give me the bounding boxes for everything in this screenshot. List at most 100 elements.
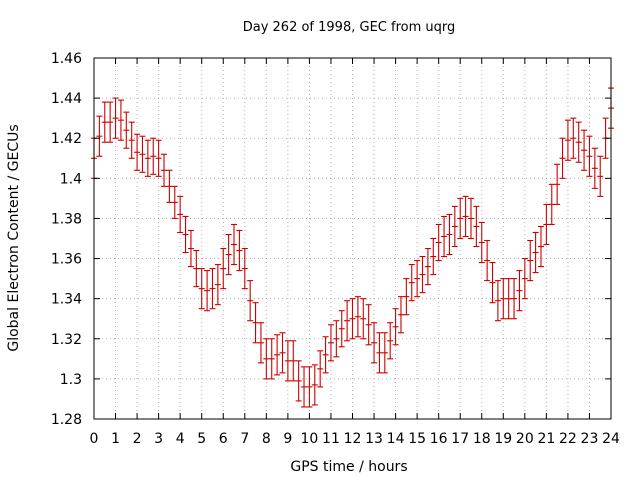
x-tick-label: 5 [197,431,206,447]
x-tick-label: 9 [283,431,292,447]
x-tick-label: 21 [537,431,555,447]
x-tick-label: 16 [430,431,448,447]
error-bar-point [397,296,404,334]
error-bar-point [564,119,571,161]
error-bar-point [231,223,238,266]
x-tick-label: 17 [451,431,469,447]
error-bar-point [112,97,119,139]
x-tick-label: 15 [408,431,426,447]
error-bar-point [516,270,523,312]
error-bar-point [128,121,135,159]
error-bar-point [338,310,345,348]
error-bar-point [441,215,448,258]
error-bar-point [198,268,205,310]
error-bar-point [193,249,200,288]
x-tick-label: 23 [581,431,599,447]
error-bar-point [354,296,361,338]
error-bar-point [117,99,124,141]
error-bar-point [414,260,421,298]
y-tick-label: 1.36 [51,252,82,268]
x-tick-label: 14 [387,431,405,447]
error-bar-point [457,197,464,240]
error-bar-point [381,332,388,374]
error-bar-point [365,304,372,346]
ticks [93,57,612,420]
error-bar-point [586,135,593,177]
error-bar-point [204,270,211,312]
x-tick-label: 3 [154,431,163,447]
error-bar-point [570,117,577,159]
error-bar-point [344,300,351,342]
error-bar-point [155,139,162,177]
error-bar-point [548,183,555,226]
error-bar-point [252,302,259,344]
error-bar-point [408,264,415,302]
error-bar-point [317,350,324,388]
error-bar-point [96,115,103,157]
error-bar-point [392,308,399,346]
y-tick-label: 1.28 [51,412,82,428]
chart-title: Day 262 of 1998, GEC from uqrg [243,20,456,35]
x-tick-label: 8 [262,431,271,447]
error-bar-point [263,338,270,380]
x-tick-label: 7 [240,431,249,447]
x-tick-label: 1 [111,431,120,447]
error-bar-point [139,135,146,173]
error-bar-point [236,229,243,272]
error-bar-point [214,264,221,306]
y-tick-label: 1.46 [51,51,82,67]
error-bar-point [446,213,453,256]
error-bar-point [349,298,356,340]
error-bar-point [268,338,275,380]
error-bar-point [387,322,394,360]
y-tick-labels: 1.28 1.3 1.32 1.34 1.36 1.38 1.4 1.42 1.44 1.46 [51,51,82,428]
x-tick-label: 2 [133,431,142,447]
error-bar-point [371,322,378,364]
error-bar-point [274,334,281,376]
x-axis-label: GPS time / hours [290,459,407,475]
error-bar-point [532,231,539,274]
x-tick-label: 12 [344,431,362,447]
x-tick-label: 10 [301,431,319,447]
error-bar-point [123,111,130,149]
error-bar-point [209,268,216,310]
error-bar-point [543,203,550,246]
error-bar-point [484,239,491,282]
y-tick-label: 1.32 [51,332,82,348]
error-bar-point [376,332,383,374]
error-bar-point [575,121,582,163]
error-bar-point [257,322,264,364]
x-tick-label: 11 [322,431,340,447]
error-bar-point [322,336,329,374]
error-bar-point [166,169,173,203]
x-tick-labels: 0 1 2 3 4 5 6 7 8 9 10 11 12 13 14 15 16 17 18 19 20 21 22 23 24 [90,431,620,447]
x-tick-label: 18 [473,431,491,447]
y-tick-label: 1.42 [51,131,82,147]
error-bar-point [537,225,544,268]
error-bar-point [591,147,598,189]
error-bar-point [306,366,313,408]
error-bar-point [360,298,367,340]
error-bar-point [177,195,184,234]
error-bar-point [311,364,318,406]
y-tick-label: 1.44 [51,91,82,107]
error-bar-point [462,195,469,238]
x-tick-label: 13 [365,431,383,447]
error-bar-point [559,137,566,179]
error-bar-point [107,101,114,143]
error-bar-point [333,320,340,358]
error-bar-point [171,185,178,219]
error-bar-point [521,258,528,300]
y-axis-label: Global Electron Content / GECUs [6,124,22,351]
error-bar-point [494,280,501,322]
error-bar-point [467,197,474,240]
error-bar-point [435,223,442,262]
error-bar-point [225,233,232,276]
error-bar-point [581,129,588,171]
error-bar-point [478,221,485,264]
error-bar-point [161,153,168,187]
error-bar-point [430,237,437,276]
error-bar-point [220,247,227,290]
